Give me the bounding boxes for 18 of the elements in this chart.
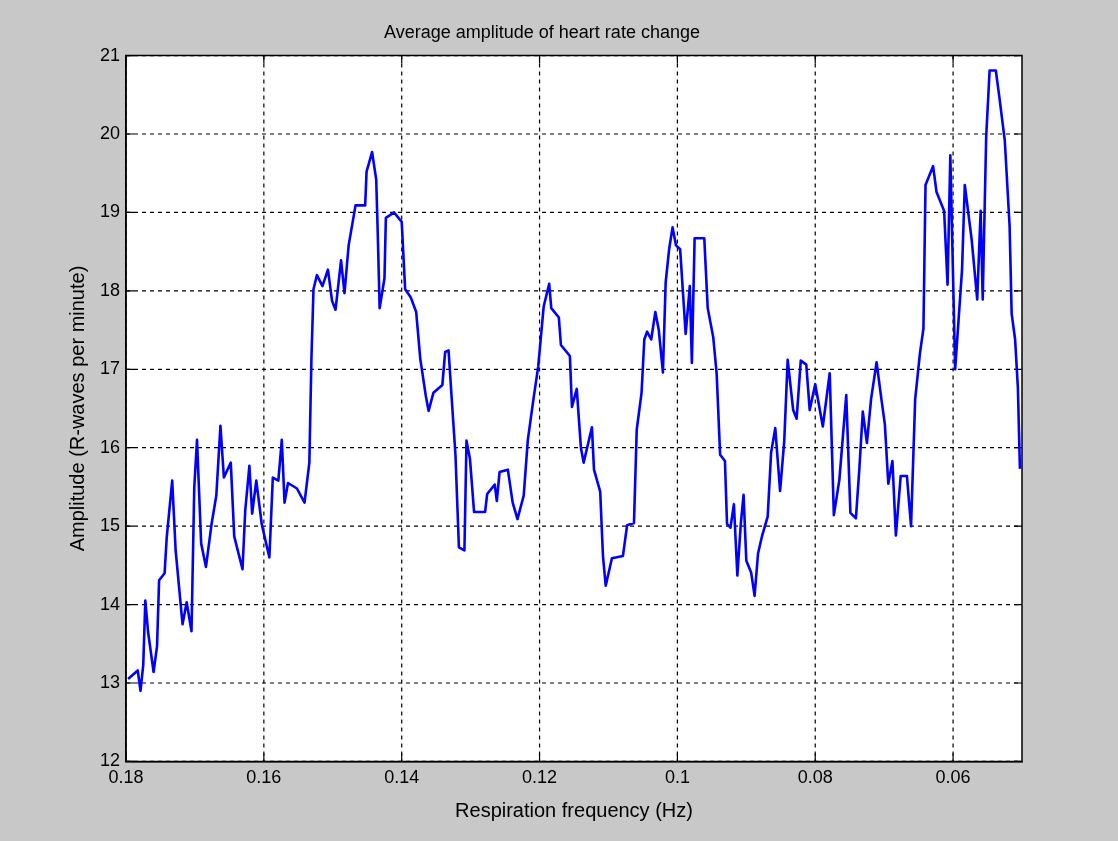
y-tick-label: 15 — [99, 515, 121, 536]
x-tick-label: 0.16 — [246, 767, 282, 788]
y-tick-label: 20 — [99, 122, 121, 143]
y-tick-label: 18 — [99, 279, 121, 300]
y-tick-label: 21 — [99, 44, 121, 65]
y-tick-label: 17 — [99, 358, 121, 379]
x-tick-label: 0.1 — [664, 767, 690, 788]
y-tick-label: 14 — [99, 593, 121, 614]
x-tick-label: 0.08 — [797, 767, 833, 788]
y-tick-label: 13 — [99, 671, 121, 692]
x-axis-title: Respiration frequency (Hz) — [455, 798, 693, 821]
x-tick-label: 0.14 — [384, 767, 420, 788]
x-tick-label: 0.12 — [522, 767, 558, 788]
chart-title: Average amplitude of heart rate change — [384, 21, 700, 42]
y-tick-label: 19 — [99, 201, 121, 222]
x-tick-label: 0.06 — [935, 767, 971, 788]
y-tick-label: 16 — [99, 436, 121, 457]
y-axis-title: Amplitude (R-waves per minute) — [65, 265, 88, 552]
